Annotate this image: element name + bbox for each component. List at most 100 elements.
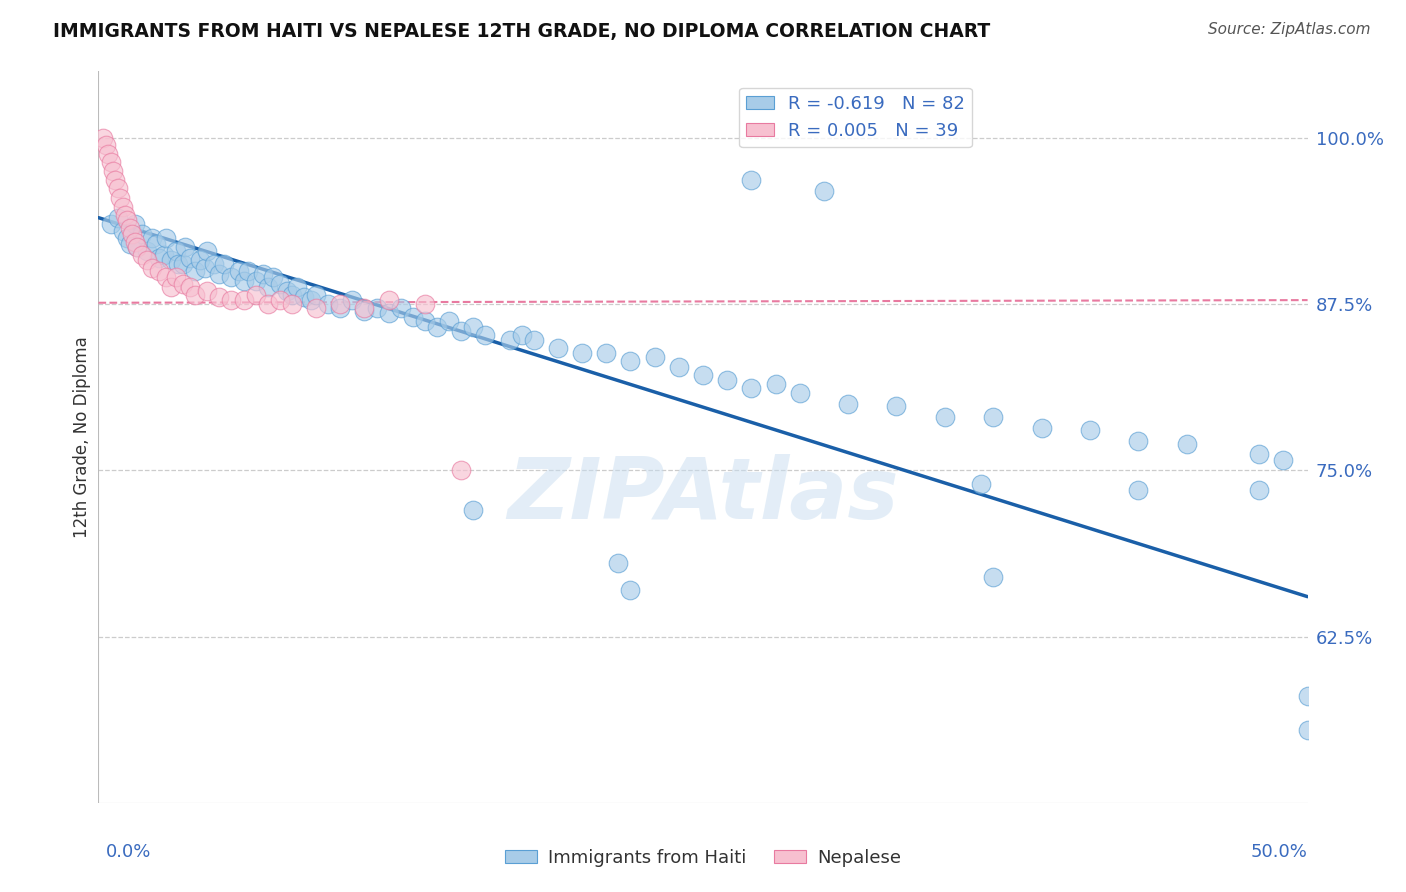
Point <box>716 373 738 387</box>
Point <box>353 301 375 315</box>
Point <box>1128 434 1150 448</box>
Point <box>100 217 122 231</box>
Point <box>167 257 190 271</box>
Point <box>97 146 120 161</box>
Point <box>450 324 472 338</box>
Point <box>285 280 308 294</box>
Point <box>740 173 762 187</box>
Point <box>571 346 593 360</box>
Point <box>1031 421 1053 435</box>
Point <box>463 319 485 334</box>
Point <box>135 244 157 258</box>
Point <box>118 237 141 252</box>
Point <box>299 293 322 307</box>
Point <box>184 264 207 278</box>
Point <box>188 253 211 268</box>
Point <box>450 463 472 477</box>
Point <box>305 301 328 315</box>
Point <box>118 221 141 235</box>
Point <box>377 293 399 307</box>
Point <box>238 264 260 278</box>
Point <box>886 400 908 414</box>
Point <box>141 261 163 276</box>
Point <box>127 240 149 254</box>
Point <box>155 230 177 244</box>
Point <box>426 319 449 334</box>
Point <box>1296 723 1319 737</box>
Point <box>232 275 254 289</box>
Point <box>117 213 139 227</box>
Point <box>256 297 278 311</box>
Point <box>837 397 859 411</box>
Point <box>498 333 520 347</box>
Point <box>281 287 304 301</box>
Point <box>276 284 298 298</box>
Point <box>252 267 274 281</box>
Point <box>152 248 174 262</box>
Point <box>212 257 235 271</box>
Point <box>329 301 352 315</box>
Point <box>101 164 124 178</box>
Point <box>510 327 533 342</box>
Point <box>117 230 139 244</box>
Point <box>692 368 714 382</box>
Point <box>100 154 122 169</box>
Point <box>111 224 134 238</box>
Point <box>1272 452 1295 467</box>
Point <box>232 293 254 307</box>
Point <box>107 211 129 225</box>
Point <box>245 275 267 289</box>
Point <box>474 327 496 342</box>
Text: 0.0%: 0.0% <box>105 843 150 861</box>
Point <box>262 270 284 285</box>
Point <box>970 476 993 491</box>
Point <box>607 557 630 571</box>
Point <box>1249 447 1271 461</box>
Point <box>765 376 787 391</box>
Point <box>981 410 1004 425</box>
Point <box>292 290 315 304</box>
Point <box>1175 436 1198 450</box>
Point <box>114 208 136 222</box>
Point <box>619 354 641 368</box>
Point <box>172 277 194 292</box>
Point <box>127 240 149 254</box>
Point <box>413 314 436 328</box>
Point <box>402 310 425 325</box>
Point <box>179 251 201 265</box>
Point <box>1249 483 1271 498</box>
Point <box>547 341 569 355</box>
Point <box>221 293 243 307</box>
Point <box>269 277 291 292</box>
Legend: Immigrants from Haiti, Nepalese: Immigrants from Haiti, Nepalese <box>498 842 908 874</box>
Point <box>174 240 197 254</box>
Point <box>413 297 436 311</box>
Point <box>208 267 231 281</box>
Point <box>148 251 170 265</box>
Point <box>160 280 183 294</box>
Point <box>160 253 183 268</box>
Point <box>121 227 143 241</box>
Point <box>165 244 187 258</box>
Text: IMMIGRANTS FROM HAITI VS NEPALESE 12TH GRADE, NO DIPLOMA CORRELATION CHART: IMMIGRANTS FROM HAITI VS NEPALESE 12TH G… <box>53 22 991 41</box>
Point <box>94 137 117 152</box>
Point <box>131 227 153 241</box>
Point <box>305 287 328 301</box>
Point <box>124 235 146 249</box>
Point <box>111 200 134 214</box>
Point <box>256 280 278 294</box>
Point <box>1078 424 1101 438</box>
Legend: R = -0.619   N = 82, R = 0.005   N = 39: R = -0.619 N = 82, R = 0.005 N = 39 <box>740 87 972 147</box>
Y-axis label: 12th Grade, No Diploma: 12th Grade, No Diploma <box>73 336 91 538</box>
Point <box>595 346 617 360</box>
Point <box>148 264 170 278</box>
Point <box>91 131 114 145</box>
Text: 50.0%: 50.0% <box>1251 843 1308 861</box>
Point <box>184 287 207 301</box>
Point <box>668 359 690 374</box>
Text: Source: ZipAtlas.com: Source: ZipAtlas.com <box>1208 22 1371 37</box>
Point <box>228 264 250 278</box>
Point <box>342 293 364 307</box>
Point <box>366 301 388 315</box>
Point <box>124 217 146 231</box>
